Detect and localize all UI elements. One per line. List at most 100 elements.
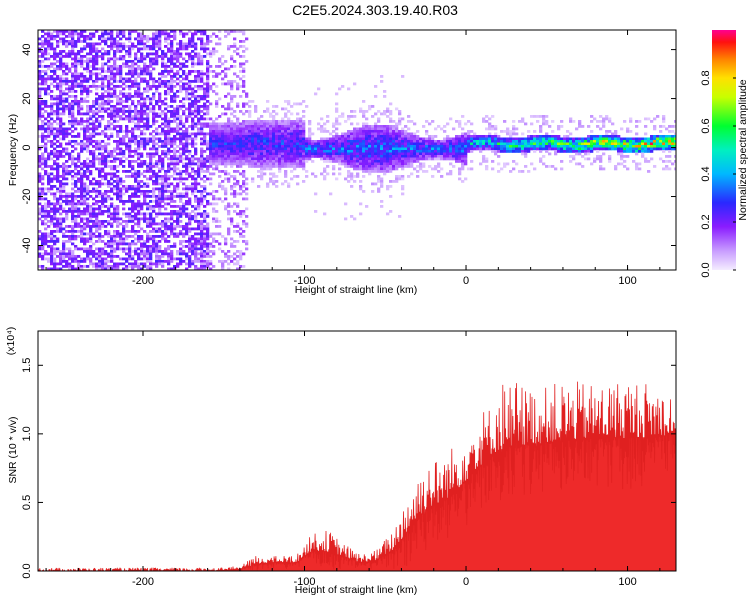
heatmap-cell xyxy=(170,100,174,103)
heatmap-cell xyxy=(254,107,258,111)
heatmap-cell xyxy=(161,212,165,216)
heatmap-cell xyxy=(143,190,147,193)
heatmap-cell xyxy=(98,175,102,178)
heatmap-cell xyxy=(143,145,147,148)
heatmap-cell xyxy=(302,110,306,113)
heatmap-cell xyxy=(143,42,147,46)
heatmap-cell xyxy=(233,132,237,136)
heatmap-cell xyxy=(59,80,63,83)
heatmap-cell xyxy=(170,57,174,61)
heatmap-cell xyxy=(50,240,54,243)
heatmap-cell xyxy=(68,255,72,258)
heatmap-cell xyxy=(68,257,72,261)
heatmap-cell xyxy=(206,192,210,196)
heatmap-cell xyxy=(98,97,102,101)
heatmap-cell xyxy=(275,165,279,168)
heatmap-cell xyxy=(149,235,153,238)
heatmap-cell xyxy=(236,230,240,233)
heatmap-cell xyxy=(107,150,111,153)
heatmap-cell xyxy=(173,185,177,188)
heatmap-cell xyxy=(110,65,114,68)
heatmap-cell xyxy=(110,245,114,248)
heatmap-cell xyxy=(182,245,186,248)
heatmap-cell xyxy=(206,62,210,66)
heatmap-cell xyxy=(332,122,336,126)
heatmap-cell xyxy=(197,70,201,73)
heatmap-cell xyxy=(110,205,114,208)
heatmap-cell xyxy=(50,65,54,68)
heatmap-cell xyxy=(164,32,168,36)
heatmap-cell xyxy=(230,220,234,223)
heatmap-cell xyxy=(53,120,57,123)
heatmap-cell xyxy=(134,92,138,96)
heatmap-cell xyxy=(140,172,144,176)
heatmap-cell xyxy=(68,152,72,156)
heatmap-cell xyxy=(68,55,72,58)
heatmap-cell xyxy=(218,140,222,143)
heatmap-cell xyxy=(167,195,171,198)
heatmap-cell xyxy=(83,190,87,193)
heatmap-cell xyxy=(74,60,78,63)
heatmap-cell xyxy=(197,80,201,83)
heatmap-cell xyxy=(95,252,99,256)
heatmap-cell xyxy=(146,182,150,186)
heatmap-cell xyxy=(44,207,48,211)
heatmap-cell xyxy=(242,155,246,158)
heatmap-cell xyxy=(116,130,120,133)
heatmap-cell xyxy=(128,257,132,261)
heatmap-cell xyxy=(71,227,75,231)
heatmap-cell xyxy=(248,112,252,116)
heatmap-cell xyxy=(95,52,99,56)
heatmap-cell xyxy=(143,72,147,76)
heatmap-cell xyxy=(164,75,168,78)
heatmap-cell xyxy=(305,142,309,146)
heatmap-cell xyxy=(86,157,90,161)
heatmap-cell xyxy=(62,190,66,193)
heatmap-cell xyxy=(59,175,63,178)
heatmap-cell xyxy=(128,110,132,113)
heatmap-cell xyxy=(248,157,252,161)
heatmap-cell xyxy=(68,107,72,111)
heatmap-cell xyxy=(116,185,120,188)
heatmap-cell xyxy=(56,187,60,191)
heatmap-cell xyxy=(41,107,45,111)
heatmap-cell xyxy=(89,257,93,261)
heatmap-cell xyxy=(290,122,294,126)
heatmap-cell xyxy=(158,32,162,36)
heatmap-cell xyxy=(101,95,105,98)
heatmap-cell xyxy=(86,210,90,213)
heatmap-cell xyxy=(110,177,114,181)
heatmap-cell xyxy=(161,195,165,198)
heatmap-cell xyxy=(122,42,126,46)
heatmap-cell xyxy=(194,255,198,258)
heatmap-cell xyxy=(371,155,375,158)
heatmap-cell xyxy=(293,135,297,138)
heatmap-cell xyxy=(56,42,60,46)
heatmap-cell xyxy=(62,155,66,158)
heatmap-cell xyxy=(248,142,252,146)
heatmap-cell xyxy=(218,127,222,131)
heatmap-cell xyxy=(179,117,183,121)
heatmap-cell xyxy=(221,155,225,158)
heatmap-cell xyxy=(143,77,147,81)
heatmap-cell xyxy=(254,137,258,141)
heatmap-cell xyxy=(59,192,63,196)
heatmap-cell xyxy=(179,135,183,138)
heatmap-cell xyxy=(296,160,300,163)
heatmap-cell xyxy=(125,185,129,188)
heatmap-cell xyxy=(260,150,264,153)
heatmap-cell xyxy=(89,137,93,141)
heatmap-cell xyxy=(269,177,273,181)
heatmap-cell xyxy=(104,30,108,33)
heatmap-cell xyxy=(152,242,156,246)
heatmap-cell xyxy=(248,100,252,103)
heatmap-cell xyxy=(179,142,183,146)
heatmap-cell xyxy=(281,130,285,133)
heatmap-cell xyxy=(359,185,363,188)
heatmap-cell xyxy=(272,142,276,146)
heatmap-cell xyxy=(146,245,150,248)
heatmap-cell xyxy=(359,150,363,153)
heatmap-cell xyxy=(77,57,81,61)
heatmap-cell xyxy=(242,112,246,116)
